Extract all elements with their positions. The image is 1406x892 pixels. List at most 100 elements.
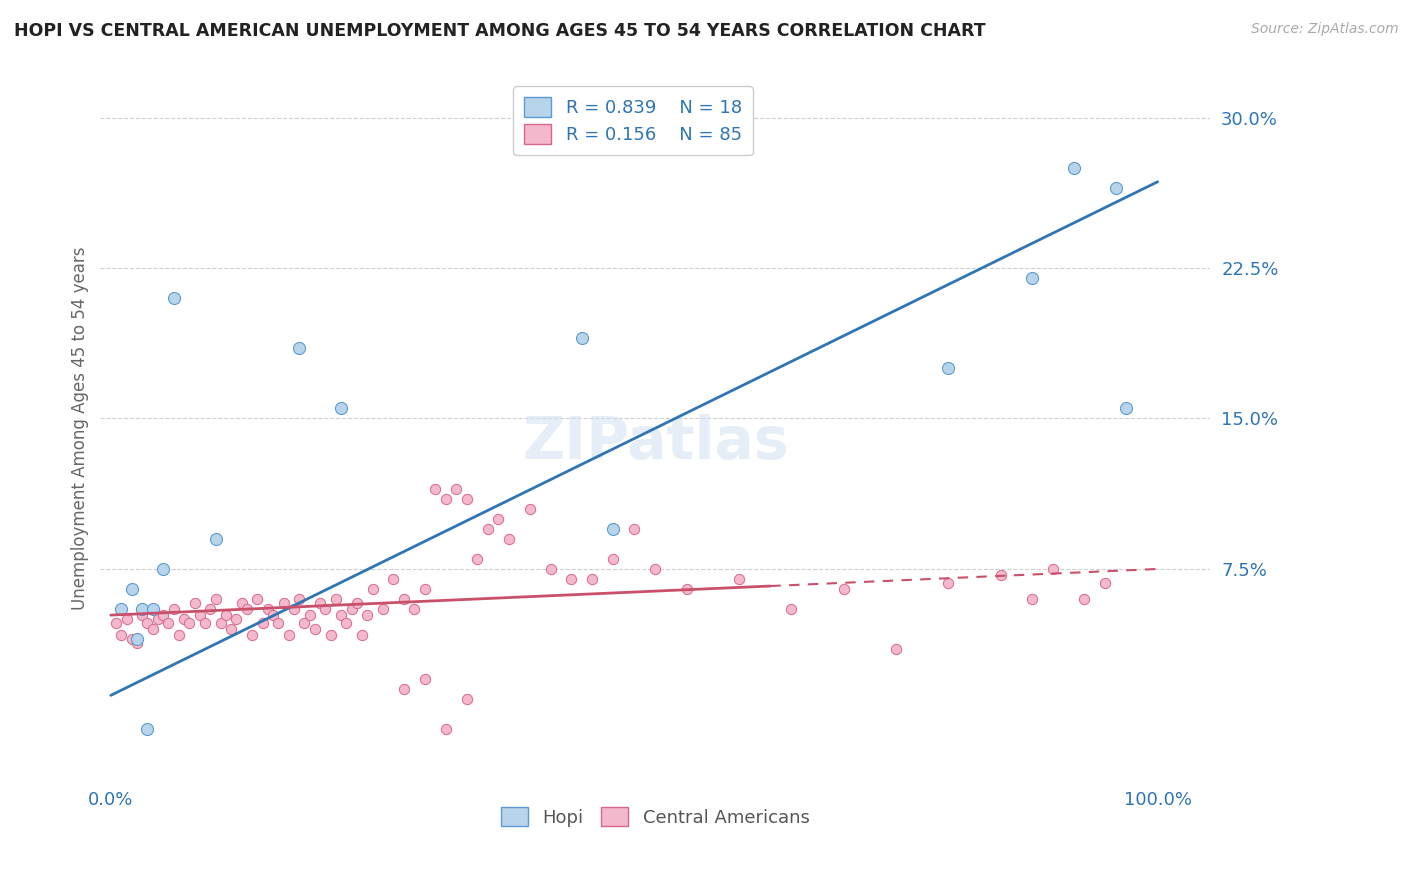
Point	[273, 596, 295, 610]
Point	[456, 491, 478, 506]
Point	[498, 532, 520, 546]
Point	[252, 616, 274, 631]
Point	[1073, 592, 1095, 607]
Point	[152, 608, 174, 623]
Point	[1115, 401, 1137, 416]
Point	[413, 673, 436, 687]
Point	[346, 596, 368, 610]
Point	[183, 596, 205, 610]
Point	[204, 532, 226, 546]
Point	[356, 608, 378, 623]
Point	[277, 628, 299, 642]
Point	[425, 482, 447, 496]
Point	[288, 592, 311, 607]
Point	[1042, 562, 1064, 576]
Point	[131, 608, 153, 623]
Point	[392, 592, 415, 607]
Point	[110, 602, 132, 616]
Point	[142, 622, 165, 636]
Point	[236, 602, 259, 616]
Point	[990, 568, 1012, 582]
Point	[162, 602, 184, 616]
Point	[304, 622, 326, 636]
Point	[335, 616, 357, 631]
Legend: Hopi, Central Americans: Hopi, Central Americans	[494, 799, 817, 834]
Point	[257, 602, 280, 616]
Point	[225, 612, 247, 626]
Point	[581, 572, 603, 586]
Point	[115, 612, 138, 626]
Point	[204, 592, 226, 607]
Point	[486, 512, 509, 526]
Point	[1021, 271, 1043, 285]
Point	[371, 602, 394, 616]
Y-axis label: Unemployment Among Ages 45 to 54 years: Unemployment Among Ages 45 to 54 years	[72, 247, 89, 610]
Point	[162, 291, 184, 305]
Point	[209, 616, 232, 631]
Point	[560, 572, 582, 586]
Point	[602, 552, 624, 566]
Point	[780, 602, 803, 616]
Point	[215, 608, 238, 623]
Point	[173, 612, 195, 626]
Point	[157, 616, 180, 631]
Point	[434, 491, 457, 506]
Point	[1105, 181, 1128, 195]
Point	[340, 602, 363, 616]
Point	[283, 602, 305, 616]
Point	[352, 628, 374, 642]
Point	[413, 582, 436, 596]
Point	[319, 628, 342, 642]
Point	[194, 616, 217, 631]
Point	[136, 616, 159, 631]
Text: ZIPatlas: ZIPatlas	[522, 414, 789, 471]
Point	[602, 522, 624, 536]
Point	[231, 596, 253, 610]
Point	[644, 562, 666, 576]
Point	[121, 632, 143, 647]
Point	[246, 592, 269, 607]
Point	[519, 501, 541, 516]
Point	[832, 582, 855, 596]
Point	[361, 582, 384, 596]
Point	[382, 572, 405, 586]
Point	[121, 582, 143, 596]
Point	[477, 522, 499, 536]
Point	[1063, 161, 1085, 175]
Point	[167, 628, 190, 642]
Point	[434, 723, 457, 737]
Point	[1021, 592, 1043, 607]
Point	[298, 608, 321, 623]
Point	[675, 582, 697, 596]
Point	[446, 482, 468, 496]
Point	[314, 602, 336, 616]
Point	[294, 616, 316, 631]
Point	[571, 331, 593, 345]
Text: HOPI VS CENTRAL AMERICAN UNEMPLOYMENT AMONG AGES 45 TO 54 YEARS CORRELATION CHAR: HOPI VS CENTRAL AMERICAN UNEMPLOYMENT AM…	[14, 22, 986, 40]
Point	[309, 596, 332, 610]
Point	[288, 341, 311, 355]
Point	[146, 612, 169, 626]
Point	[200, 602, 222, 616]
Point	[125, 636, 148, 650]
Point	[392, 682, 415, 697]
Point	[262, 608, 284, 623]
Point	[1094, 576, 1116, 591]
Point	[136, 723, 159, 737]
Point	[110, 628, 132, 642]
Point	[142, 602, 165, 616]
Point	[936, 361, 959, 376]
Point	[540, 562, 562, 576]
Point	[623, 522, 645, 536]
Point	[404, 602, 426, 616]
Point	[330, 401, 353, 416]
Point	[240, 628, 263, 642]
Point	[465, 552, 488, 566]
Point	[884, 642, 907, 657]
Point	[179, 616, 201, 631]
Point	[219, 622, 242, 636]
Point	[936, 576, 959, 591]
Point	[125, 632, 148, 647]
Point	[188, 608, 211, 623]
Point	[728, 572, 751, 586]
